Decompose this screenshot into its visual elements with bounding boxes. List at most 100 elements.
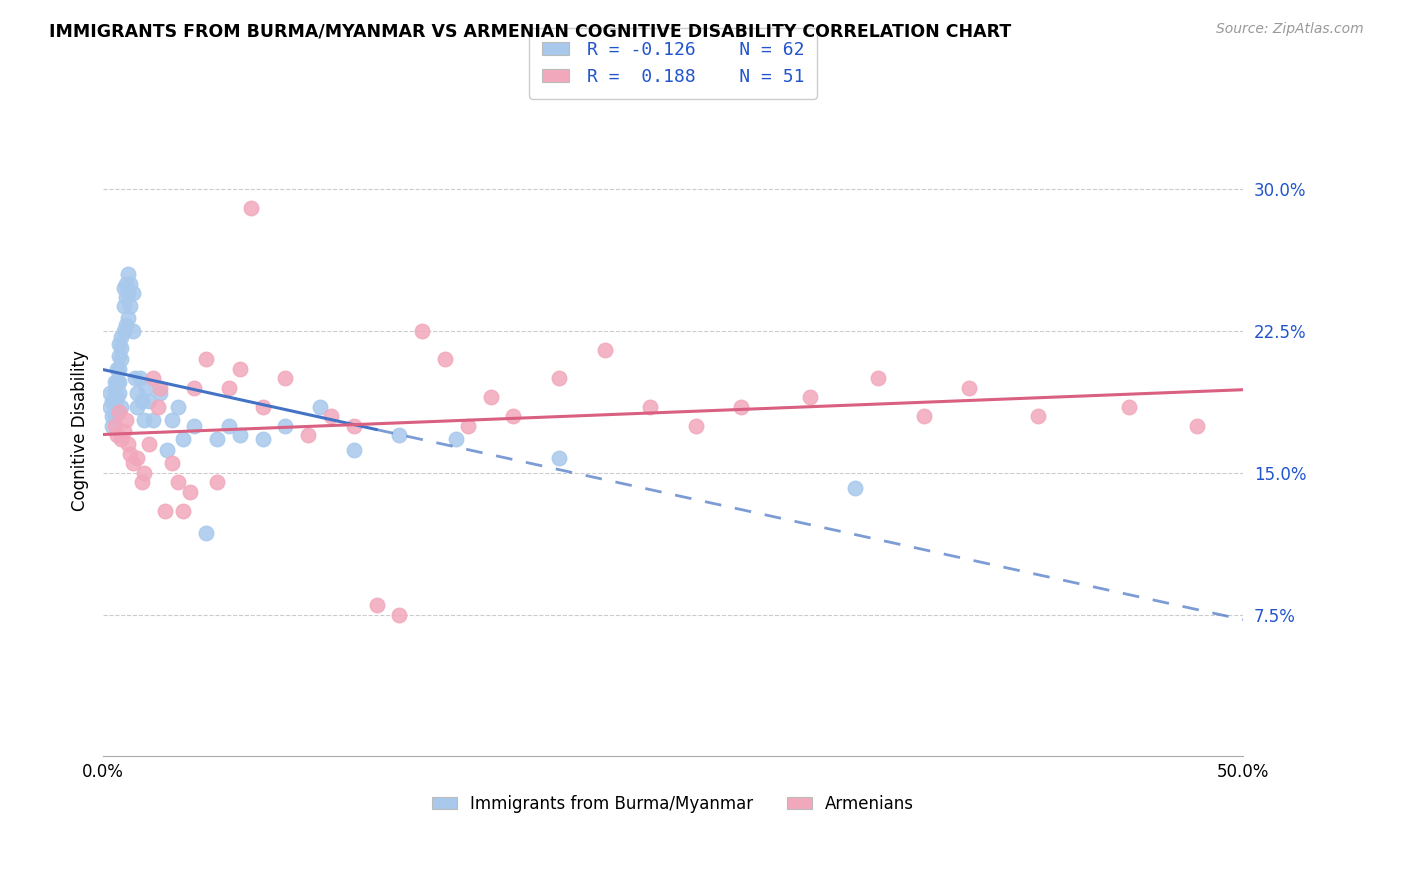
Point	[128, 371, 150, 385]
Text: Source: ZipAtlas.com: Source: ZipAtlas.com	[1216, 22, 1364, 37]
Point	[121, 286, 143, 301]
Point	[183, 381, 205, 395]
Point	[115, 277, 138, 291]
Point	[142, 413, 165, 427]
Point	[274, 418, 297, 433]
Point	[127, 386, 149, 401]
Point	[103, 398, 125, 412]
Point	[110, 329, 132, 343]
Point	[844, 481, 866, 495]
Point	[343, 443, 366, 458]
Point	[110, 341, 132, 355]
Point	[252, 432, 274, 446]
Point	[103, 384, 125, 399]
Point	[108, 349, 131, 363]
Point	[103, 375, 125, 389]
Point	[103, 418, 125, 433]
Point	[1118, 400, 1140, 414]
Point	[799, 390, 821, 404]
Point	[127, 450, 149, 465]
Point	[105, 428, 128, 442]
Point	[160, 413, 183, 427]
Point	[194, 526, 217, 541]
Point	[343, 418, 366, 433]
Point	[297, 428, 319, 442]
Point	[479, 390, 502, 404]
Point	[146, 400, 169, 414]
Point	[153, 503, 176, 517]
Point	[205, 432, 228, 446]
Point	[105, 375, 128, 389]
Point	[638, 400, 661, 414]
Point	[142, 371, 165, 385]
Point	[135, 381, 157, 395]
Point	[1187, 418, 1209, 433]
Point	[112, 424, 135, 438]
Point	[101, 393, 124, 408]
Point	[179, 484, 201, 499]
Point	[167, 475, 190, 490]
Legend: Immigrants from Burma/Myanmar, Armenians: Immigrants from Burma/Myanmar, Armenians	[425, 789, 921, 820]
Point	[218, 381, 240, 395]
Point	[134, 466, 156, 480]
Point	[134, 413, 156, 427]
Point	[138, 393, 160, 408]
Point	[105, 361, 128, 376]
Point	[593, 343, 616, 357]
Point	[105, 403, 128, 417]
Point	[121, 456, 143, 470]
Point	[172, 432, 194, 446]
Point	[101, 409, 124, 423]
Text: IMMIGRANTS FROM BURMA/MYANMAR VS ARMENIAN COGNITIVE DISABILITY CORRELATION CHART: IMMIGRANTS FROM BURMA/MYANMAR VS ARMENIA…	[49, 22, 1011, 40]
Point	[229, 428, 252, 442]
Point	[138, 437, 160, 451]
Point	[112, 280, 135, 294]
Point	[457, 418, 479, 433]
Point	[548, 450, 571, 465]
Point	[112, 300, 135, 314]
Point	[110, 432, 132, 446]
Point	[149, 381, 172, 395]
Point	[366, 598, 388, 612]
Point	[685, 418, 707, 433]
Point	[120, 277, 142, 291]
Point	[108, 405, 131, 419]
Point	[121, 324, 143, 338]
Point	[274, 371, 297, 385]
Point	[160, 456, 183, 470]
Point	[110, 400, 132, 414]
Y-axis label: Cognitive Disability: Cognitive Disability	[72, 350, 89, 510]
Point	[240, 201, 263, 215]
Point	[167, 400, 190, 414]
Point	[1026, 409, 1049, 423]
Point	[411, 324, 433, 338]
Point	[172, 503, 194, 517]
Point	[730, 400, 752, 414]
Point	[108, 386, 131, 401]
Point	[117, 437, 139, 451]
Point	[124, 371, 146, 385]
Point	[957, 381, 980, 395]
Point	[131, 475, 153, 490]
Point	[194, 352, 217, 367]
Point	[103, 409, 125, 423]
Point	[105, 390, 128, 404]
Point	[183, 418, 205, 433]
Point	[446, 432, 468, 446]
Point	[108, 337, 131, 351]
Point	[156, 443, 179, 458]
Point	[868, 371, 890, 385]
Point	[388, 428, 411, 442]
Point	[112, 324, 135, 338]
Point	[108, 361, 131, 376]
Point	[120, 447, 142, 461]
Point	[101, 418, 124, 433]
Point	[117, 268, 139, 282]
Point	[502, 409, 524, 423]
Point	[434, 352, 457, 367]
Point	[117, 310, 139, 325]
Point	[115, 290, 138, 304]
Point	[117, 286, 139, 301]
Point	[110, 352, 132, 367]
Point	[319, 409, 342, 423]
